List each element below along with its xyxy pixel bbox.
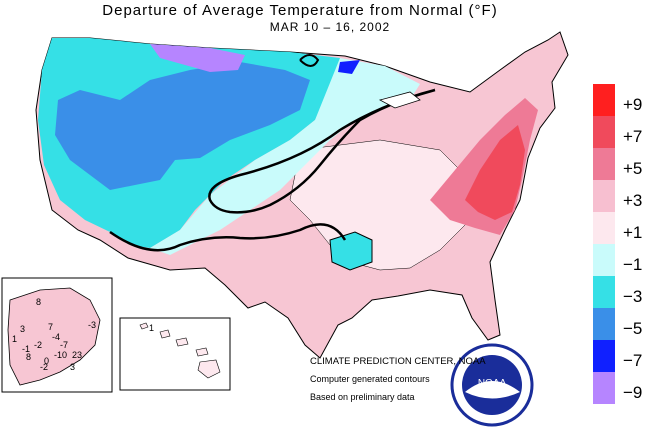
legend-swatch: [593, 308, 615, 340]
legend: +9 +7 +5 +3 +1 −1 −3 −5 −7 −9: [593, 84, 657, 404]
svg-text:3: 3: [20, 324, 25, 334]
alaska-labels: 8 -3 3 7 -4 1 -2 -1 -7 -10 8 0 -2 23 3: [12, 297, 96, 372]
legend-swatch: [593, 180, 615, 212]
legend-label: −3: [623, 287, 643, 306]
svg-text:-4: -4: [52, 332, 60, 342]
legend-label: +5: [623, 159, 643, 178]
zero-contour-3: [299, 54, 320, 67]
legend-label: +9: [623, 95, 643, 114]
svg-text:1: 1: [12, 334, 17, 344]
svg-text:7: 7: [48, 322, 53, 332]
zone-minus7-blue: [338, 60, 360, 74]
svg-text:-1: -1: [22, 344, 30, 354]
zone-minus7: [150, 44, 245, 72]
hawaii-islands: 1: [139, 322, 221, 379]
svg-text:1: 1: [149, 323, 154, 333]
legend-swatch: [593, 148, 615, 180]
legend-swatch: [593, 116, 615, 148]
svg-text:-3: -3: [88, 320, 96, 330]
lake-superior: [378, 91, 421, 109]
legend-swatch: [593, 340, 615, 372]
svg-text:-2: -2: [40, 362, 48, 372]
noaa-logo: NOAA: [450, 343, 534, 427]
zero-contour: [208, 88, 436, 214]
zone-minus5: [55, 62, 310, 190]
svg-text:-2: -2: [34, 340, 42, 350]
svg-text:3: 3: [70, 362, 75, 372]
hawaii-inset: [119, 317, 231, 391]
credits-center: CLIMATE PREDICTION CENTER, NOAA: [310, 356, 486, 367]
credits-line2: Computer generated contours: [310, 374, 430, 384]
map-subtitle: MAR 10 – 16, 2002: [269, 20, 391, 34]
legend-swatch: [593, 84, 615, 116]
legend-label: −1: [623, 255, 643, 274]
svg-text:-7: -7: [60, 340, 68, 350]
svg-text:0: 0: [44, 356, 49, 366]
alaska-outline: [7, 287, 101, 386]
svg-text:8: 8: [26, 352, 31, 362]
legend-label: +1: [623, 223, 643, 242]
credits-line3: Based on preliminary data: [310, 392, 415, 402]
map-title: Departure of Average Temperature from No…: [102, 2, 498, 19]
legend-swatch: [593, 372, 615, 404]
legend-label: −7: [623, 351, 643, 370]
legend-label: +3: [623, 191, 643, 210]
zone-minus1: [150, 58, 420, 255]
svg-text:8: 8: [36, 297, 41, 307]
svg-text:-10: -10: [54, 350, 67, 360]
noaa-logo-text: NOAA: [478, 378, 507, 389]
zone-plus1: [289, 139, 471, 271]
zone-plus7: [465, 125, 525, 220]
legend-label: +7: [623, 127, 643, 146]
zero-contour-2: [109, 223, 347, 252]
svg-text:23: 23: [72, 350, 82, 360]
legend-swatch: [593, 212, 615, 244]
legend-swatch: [593, 244, 615, 276]
legend-label: −9: [623, 383, 643, 402]
zone-texas-cold: [329, 231, 373, 271]
legend-label: −5: [623, 319, 643, 338]
legend-swatch: [593, 276, 615, 308]
